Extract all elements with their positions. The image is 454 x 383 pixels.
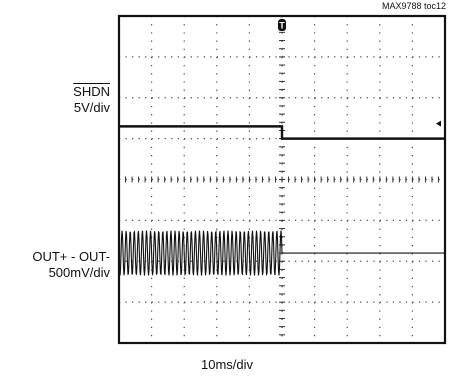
x-axis-scale-label: 10ms/div	[200, 357, 254, 372]
shdn-label-block: SHDN 5V/div	[73, 84, 110, 116]
figure-id: MAX9788 toc12	[381, 1, 446, 11]
trigger-marker-label: T	[279, 21, 285, 31]
out-channel-label: OUT+ - OUT-	[32, 249, 110, 264]
shdn-trace	[119, 125, 445, 140]
traces	[118, 125, 445, 277]
trigger-marker: T	[278, 19, 286, 31]
out-scale-label: 500mV/div	[48, 265, 110, 280]
out-label-block: OUT+ - OUT- 500mV/div	[32, 249, 110, 281]
trigger-marker-badge	[278, 19, 286, 31]
plot-frame	[117, 14, 447, 345]
shdn-channel-label: SHDN	[73, 84, 110, 99]
out-trace	[118, 230, 445, 277]
shdn-scale-label: 5V/div	[73, 100, 110, 115]
graticule-grid	[119, 16, 445, 343]
reference-arrow-icon	[436, 120, 441, 127]
